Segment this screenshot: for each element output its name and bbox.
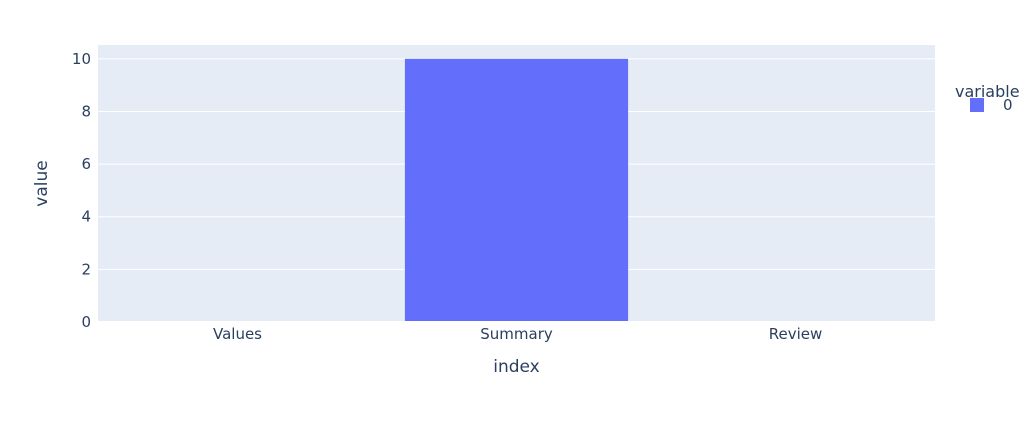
y-tick-label: 2 <box>81 260 91 278</box>
x-axis-title: index <box>493 357 540 377</box>
legend-swatch[interactable] <box>970 98 984 112</box>
y-tick-label: 10 <box>72 50 91 68</box>
x-tick-label: Values <box>213 325 262 343</box>
x-tick-labels: Values Summary Review <box>213 325 822 343</box>
y-tick-labels: 0 2 4 6 8 10 <box>72 50 91 331</box>
y-tick-label: 6 <box>81 155 91 173</box>
x-tick-label: Summary <box>480 325 553 343</box>
legend-title: variable <box>955 82 1020 101</box>
legend-label[interactable]: 0 <box>1003 96 1013 114</box>
y-tick-label: 0 <box>81 313 91 331</box>
legend-items: 0 <box>970 96 1013 114</box>
bars <box>98 58 935 323</box>
y-tick-label: 4 <box>81 208 91 226</box>
y-axis-title: value <box>32 160 52 206</box>
x-tick-label: Review <box>769 325 823 343</box>
bar-summary[interactable] <box>404 58 629 323</box>
legend: variable 0 <box>955 82 1020 114</box>
y-tick-label: 8 <box>81 102 91 120</box>
